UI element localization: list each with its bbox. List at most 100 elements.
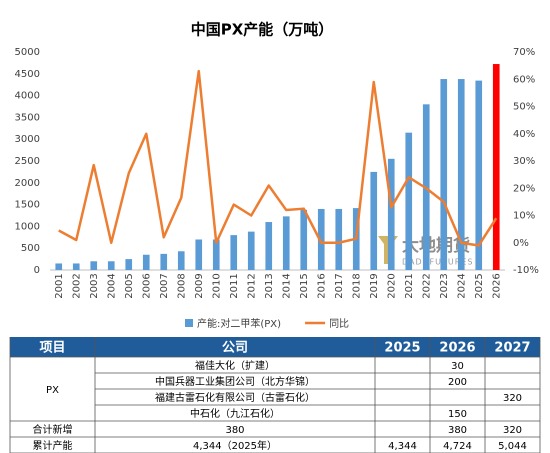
- table-header: 公司: [222, 341, 248, 356]
- y-tick-label: 0: [34, 265, 40, 276]
- y2-tick-label: 40%: [513, 129, 535, 140]
- bar: [475, 80, 483, 271]
- x-tick-label: 2022: [421, 273, 432, 298]
- table-cell: 380: [448, 425, 467, 436]
- table-cell: 150: [448, 409, 467, 420]
- x-tick-label: 2004: [106, 273, 117, 298]
- x-tick-label: 2024: [456, 273, 467, 298]
- x-tick-label: 2016: [316, 273, 327, 298]
- line: [58, 69, 498, 247]
- bar: [55, 263, 63, 270]
- table-cell: 320: [503, 393, 522, 404]
- table-cell: 4,344（2025年）: [193, 439, 277, 452]
- bar: [125, 259, 133, 270]
- x-tick-label: 2012: [246, 273, 257, 298]
- bar: [405, 132, 413, 270]
- y2-tick-label: 20%: [513, 183, 535, 194]
- bar: [370, 171, 378, 270]
- bar: [230, 235, 238, 270]
- table-cell: PX: [46, 385, 59, 396]
- table-header: 项目: [39, 341, 65, 356]
- x-tick-label: 2011: [229, 273, 240, 298]
- table-cell: 累计产能: [33, 439, 73, 452]
- y-tick-label: 2000: [15, 178, 40, 189]
- table-header: 2025: [384, 341, 420, 356]
- table-cell: 30: [451, 361, 464, 372]
- legend-swatch: [185, 319, 193, 327]
- y-tick-label: 1500: [15, 200, 40, 211]
- y2-tick-label: 0%: [513, 238, 529, 249]
- x-tick-label: 2018: [351, 273, 362, 298]
- y-tick-label: 500: [21, 243, 40, 254]
- x-tick-label: 2008: [176, 273, 187, 298]
- bar: [212, 239, 220, 270]
- table-cell: 福建古雷石化有限公司（古雷石化）: [155, 391, 315, 404]
- bar: [335, 208, 343, 270]
- table-cell: 320: [503, 425, 522, 436]
- x-tick-label: 2013: [264, 273, 275, 298]
- table-cell: 4,344: [388, 441, 417, 452]
- table-header: 2027: [494, 341, 530, 356]
- x-tick-label: 2010: [211, 273, 222, 298]
- x-tick-label: 2002: [71, 273, 82, 298]
- bar: [72, 263, 80, 270]
- bar: [195, 239, 203, 270]
- bar: [317, 208, 325, 270]
- table-cell: 380: [225, 425, 244, 436]
- table-header-bg: [10, 337, 540, 357]
- table-cell: 200: [448, 377, 467, 388]
- bar: [300, 209, 308, 270]
- bar: [282, 216, 290, 270]
- bar: [90, 261, 98, 270]
- table-cell: 中石化（九江石化）: [190, 407, 280, 420]
- table-header: 2026: [439, 341, 475, 356]
- bar: [177, 251, 185, 270]
- x-tick-label: 2020: [386, 273, 397, 298]
- y2-tick-label: 50%: [513, 102, 535, 113]
- table-cell: 5,044: [498, 441, 527, 452]
- bar: [160, 253, 168, 270]
- x-tick-label: 2019: [369, 273, 380, 298]
- x-tick-label: 2026: [491, 273, 502, 298]
- bar: [107, 261, 115, 270]
- chart-title: 中国PX产能（万吨）: [191, 21, 334, 39]
- x-tick-label: 2007: [159, 273, 170, 298]
- watermark-subtext: DADI FUTURES: [402, 258, 473, 267]
- x-tick-label: 2017: [334, 273, 345, 298]
- bar: [440, 79, 448, 270]
- watermark-text: 大地期货: [402, 235, 470, 256]
- x-tick-label: 2006: [141, 273, 152, 298]
- x-tick-label: 2025: [474, 273, 485, 298]
- x-tick-label: 2014: [281, 273, 292, 298]
- table-cell: 合计新增: [33, 423, 73, 436]
- y2-tick-label: 70%: [513, 47, 535, 58]
- y-tick-label: 4000: [15, 91, 40, 102]
- y2-tick-label: 30%: [513, 156, 535, 167]
- y-tick-label: 5000: [15, 47, 40, 58]
- legend-label: 同比: [329, 318, 349, 330]
- y-tick-label: 2500: [15, 156, 40, 167]
- table-cell: 4,724: [443, 441, 472, 452]
- y2-tick-label: -10%: [513, 265, 539, 276]
- bar: [247, 231, 255, 270]
- table-cell: 中国兵器工业集团公司（北方华锦）: [155, 375, 315, 388]
- x-tick-label: 2005: [124, 273, 135, 298]
- y-tick-label: 4500: [15, 69, 40, 80]
- y-tick-label: 3000: [15, 134, 40, 145]
- x-tick-label: 2021: [404, 273, 415, 298]
- x-tick-label: 2003: [89, 273, 100, 298]
- bar: [457, 79, 465, 270]
- x-tick-label: 2009: [194, 273, 205, 298]
- bar: [492, 64, 500, 270]
- bar: [142, 254, 150, 270]
- table-cell: 福佳大化（扩建）: [195, 359, 275, 372]
- x-tick-label: 2023: [439, 273, 450, 298]
- y2-tick-label: 10%: [513, 211, 535, 222]
- bar: [265, 222, 273, 270]
- bar: [387, 158, 395, 270]
- x-tick-label: 2001: [54, 273, 65, 298]
- y-tick-label: 3500: [15, 112, 40, 123]
- legend-label: 产能:对二甲苯(PX): [197, 317, 281, 330]
